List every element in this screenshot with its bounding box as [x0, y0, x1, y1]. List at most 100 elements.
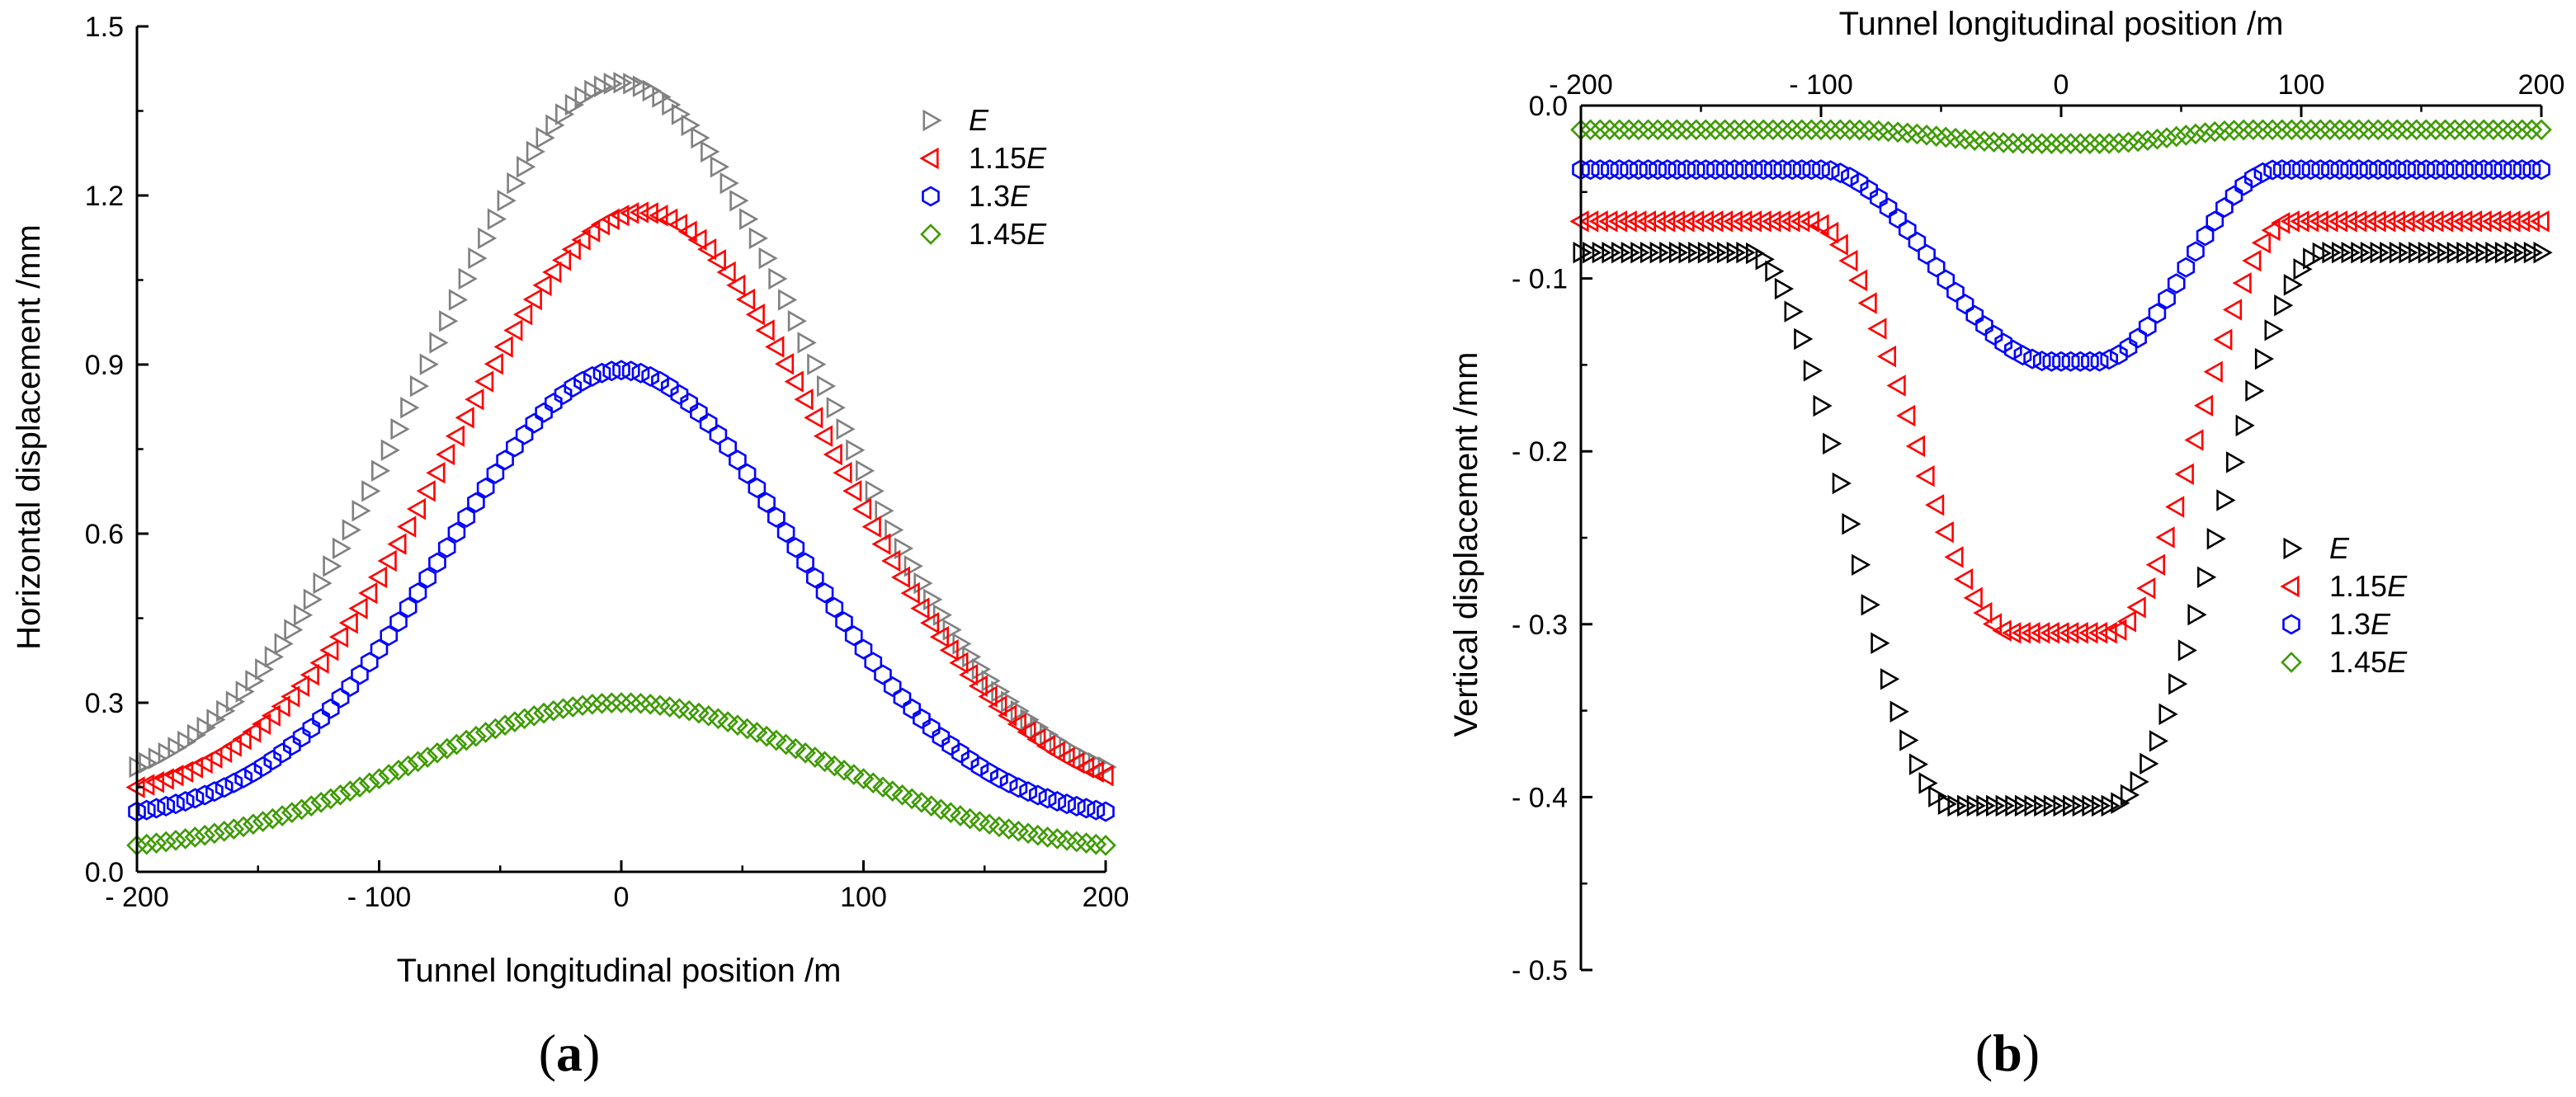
chart-a-data-point [881, 780, 903, 802]
chart-b-data-point [1706, 159, 1724, 181]
chart-b-data-point [1658, 159, 1677, 181]
chart-a-data-point [660, 376, 679, 398]
chart-b-data-point [2462, 210, 2483, 233]
chart-b-data-point [2002, 622, 2022, 644]
chart-b-data-point [1715, 159, 1734, 181]
chart-a-data-point [244, 762, 262, 784]
chart-b-data-point [2184, 429, 2204, 451]
chart-a-data-point [552, 698, 574, 720]
chart-b-data-point [2245, 379, 2265, 403]
chart-a-data-point [861, 516, 881, 538]
chart-a-data-point [419, 353, 439, 376]
chart-a-data-point [1030, 716, 1050, 739]
chart-a-data-point [842, 480, 862, 502]
chart-a-data-point [377, 549, 397, 572]
chart-b-data-point [2271, 212, 2291, 234]
chart-b-data-point [2350, 159, 2368, 181]
chart-b-data-point [2472, 210, 2492, 233]
chart-a-data-point [662, 93, 682, 116]
chart-a-data-point [913, 708, 931, 729]
chart-a-data-point [697, 704, 719, 727]
chart-b-data-point [1896, 404, 1916, 427]
chart-b-data-point [1755, 248, 1775, 271]
chart-b-data-point [1852, 553, 1871, 577]
chart-a-data-point [478, 227, 498, 250]
chart-b-data-point [1630, 241, 1650, 264]
chart-b-legend-label: 1.15E [2329, 569, 2408, 603]
chart-a-data-point [572, 694, 593, 717]
chart-b-y-tick-label: - 0.3 [1512, 610, 1568, 641]
chart-b-data-point [1887, 121, 1908, 144]
chart-b-y-ticks: 0.0 - 0.1 - 0.2 - 0.3 - 0.4 - 0.5 [1512, 91, 1592, 986]
chart-b-data-point [1762, 210, 1781, 233]
chart-b-data-point [2321, 159, 2339, 181]
chart-b-data-point [1792, 159, 1811, 181]
chart-a-data-point [437, 537, 456, 558]
chart-b-data-point [1790, 210, 1810, 233]
chart-b-legend-item: E [2283, 531, 2350, 565]
chart-a-data-point [235, 680, 255, 703]
chart-b-data-point [1636, 210, 1656, 233]
chart-b-plot-area [1569, 119, 2553, 817]
chart-a-legend-label: 1.3E [969, 179, 1031, 213]
chart-a-data-point [390, 417, 410, 440]
chart-b-data-point [2116, 610, 2136, 633]
chart-b-data-point [2040, 622, 2059, 644]
chart-b-data-point [1810, 119, 1832, 141]
chart-b-data-point [2187, 603, 2207, 626]
chart-a-data-point [998, 818, 1020, 840]
chart-a-data-point [1095, 835, 1116, 856]
chart-b-data-point [2340, 159, 2358, 181]
chart-b-data-point [2232, 272, 2252, 294]
chart-b-data-point [1848, 119, 1871, 141]
chart-a-data-point [717, 711, 738, 732]
chart-a-data-point [1020, 709, 1040, 731]
chart-b-data-point [2117, 131, 2140, 153]
chart-a-data-point [512, 304, 533, 326]
chart-a-data-point [474, 722, 497, 743]
chart-b-x-axis-label: Tunnel longitudinal position /m [1839, 6, 2284, 42]
chart-b-data-point [2424, 210, 2444, 233]
chart-b-data-point [1898, 219, 1917, 241]
chart-a-data-point [397, 755, 419, 777]
chart-a-data-point [380, 625, 399, 647]
chart-b-legend-marker [2282, 614, 2300, 635]
chart-b-data-point [1685, 119, 1707, 141]
chart-a-data-point [497, 190, 517, 212]
chart-a-data-point [910, 597, 930, 619]
chart-a-data-point [835, 611, 853, 633]
chart-a-data-point [691, 126, 710, 149]
chart-b-data-point [2504, 241, 2524, 264]
chart-b-data-point [2341, 241, 2361, 264]
chart-b-data-point [1908, 753, 1929, 775]
chart-b-data-point [2274, 294, 2294, 317]
chart-a-data-point [736, 718, 758, 740]
chart-a-data-point [785, 737, 807, 760]
chart-b-data-point [1800, 119, 1823, 141]
chart-b-data-point [2090, 351, 2109, 372]
chart-b-data-point [1656, 119, 1678, 141]
chart-b-legend-item: 1.15E [2280, 569, 2408, 603]
chart-b-data-point [2338, 119, 2361, 141]
chart-a-data-point [864, 652, 883, 673]
chart-b-data-point [2252, 119, 2274, 141]
chart-b-data-point [2222, 299, 2243, 321]
chart-b-data-point [1713, 210, 1734, 233]
chart-b-data-point [2475, 241, 2495, 264]
chart-b-legend-marker [2283, 537, 2303, 560]
chart-b-data-point [2071, 351, 2090, 372]
chart-b-data-point [2280, 210, 2300, 233]
chart-b-data-point [1994, 332, 2012, 354]
chart-b-data-point [1753, 119, 1775, 141]
chart-a-legend-item: 1.45E [920, 217, 1047, 251]
chart-a-data-point [755, 319, 775, 341]
chart-a-data-point [671, 103, 691, 125]
chart-b-data-point [2322, 241, 2342, 264]
chart-a-data-point [332, 537, 352, 560]
chart-a-data-point [234, 767, 253, 789]
chart-b-data-point [1937, 793, 1957, 816]
chart-a-data-point [571, 228, 591, 251]
chart-b-data-point [1995, 794, 2015, 817]
chart-a-data-point [932, 727, 951, 748]
chart-b-y-tick-label: - 0.5 [1512, 955, 1568, 986]
